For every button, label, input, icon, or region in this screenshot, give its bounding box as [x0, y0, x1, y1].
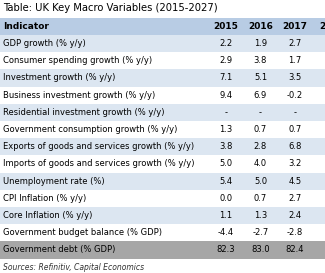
Bar — [0, 87, 325, 104]
Text: -2.7: -2.7 — [252, 228, 268, 237]
Text: 0.7: 0.7 — [254, 125, 267, 134]
Text: 4.5: 4.5 — [288, 177, 301, 186]
Text: Core Inflation (% y/y): Core Inflation (% y/y) — [3, 211, 92, 220]
Text: Indicator: Indicator — [3, 22, 49, 31]
Bar — [0, 173, 325, 190]
Text: Unemployment rate (%): Unemployment rate (%) — [3, 177, 104, 186]
Text: CPI Inflation (% y/y): CPI Inflation (% y/y) — [3, 194, 86, 203]
Text: 3.5: 3.5 — [288, 73, 302, 82]
Text: Imports of goods and services growth (% y/y): Imports of goods and services growth (% … — [3, 159, 194, 168]
Bar — [0, 104, 325, 121]
Text: -4.4: -4.4 — [218, 228, 234, 237]
Text: 2.7: 2.7 — [288, 194, 302, 203]
Text: 3.2: 3.2 — [288, 159, 302, 168]
Text: -2.8: -2.8 — [287, 228, 303, 237]
Text: 0.7: 0.7 — [254, 194, 267, 203]
Text: Government budget balance (% GDP): Government budget balance (% GDP) — [3, 228, 162, 237]
Text: -: - — [259, 108, 262, 117]
Text: 6.8: 6.8 — [288, 142, 302, 151]
Text: 5.1: 5.1 — [254, 73, 267, 82]
Text: 2.8: 2.8 — [254, 142, 267, 151]
Bar — [0, 155, 325, 173]
Text: 2.2: 2.2 — [219, 39, 233, 48]
Text: 7.1: 7.1 — [219, 73, 233, 82]
Text: Consumer spending growth (% y/y): Consumer spending growth (% y/y) — [3, 56, 152, 65]
Bar — [0, 190, 325, 207]
Text: 5.4: 5.4 — [219, 177, 233, 186]
Text: 5.0: 5.0 — [219, 159, 233, 168]
Bar — [0, 224, 325, 241]
Bar — [0, 207, 325, 224]
Text: 3.8: 3.8 — [219, 142, 233, 151]
Text: 2.7: 2.7 — [288, 39, 302, 48]
Text: -0.2: -0.2 — [287, 91, 303, 100]
Text: 83.0: 83.0 — [251, 245, 270, 254]
Text: Government consumption growth (% y/y): Government consumption growth (% y/y) — [3, 125, 177, 134]
Bar — [0, 138, 325, 155]
Text: 2016: 2016 — [248, 22, 273, 31]
Text: 9.4: 9.4 — [219, 91, 233, 100]
Text: 2017: 2017 — [282, 22, 307, 31]
Text: 6.9: 6.9 — [254, 91, 267, 100]
Text: 2015: 2015 — [214, 22, 239, 31]
Text: GDP growth (% y/y): GDP growth (% y/y) — [3, 39, 85, 48]
Text: Exports of goods and services growth (% y/y): Exports of goods and services growth (% … — [3, 142, 194, 151]
Text: -: - — [225, 108, 228, 117]
Text: 3.8: 3.8 — [254, 56, 267, 65]
Text: Residential investment growth (% y/y): Residential investment growth (% y/y) — [3, 108, 164, 117]
Text: 1.9: 1.9 — [254, 39, 267, 48]
Text: 1.1: 1.1 — [219, 211, 233, 220]
Text: Sources: Refinitiv, Capital Economics: Sources: Refinitiv, Capital Economics — [3, 263, 144, 272]
Bar — [0, 241, 325, 259]
Text: 82.4: 82.4 — [286, 245, 304, 254]
Text: 1.3: 1.3 — [254, 211, 267, 220]
Text: Government debt (% GDP): Government debt (% GDP) — [3, 245, 115, 254]
Text: 4.0: 4.0 — [254, 159, 267, 168]
Text: Investment growth (% y/y): Investment growth (% y/y) — [3, 73, 115, 82]
Bar — [0, 69, 325, 87]
Bar — [0, 18, 325, 35]
Bar — [0, 52, 325, 69]
Text: 1.3: 1.3 — [219, 125, 233, 134]
Text: Business investment growth (% y/y): Business investment growth (% y/y) — [3, 91, 155, 100]
Text: 0.7: 0.7 — [288, 125, 302, 134]
Bar — [0, 121, 325, 138]
Text: 2.9: 2.9 — [219, 56, 233, 65]
Text: 1.7: 1.7 — [288, 56, 302, 65]
Text: 82.3: 82.3 — [217, 245, 235, 254]
Bar — [0, 35, 325, 52]
Text: -: - — [293, 108, 296, 117]
Text: 0.0: 0.0 — [219, 194, 233, 203]
Text: 2.4: 2.4 — [288, 211, 301, 220]
Text: 5.0: 5.0 — [254, 177, 267, 186]
Text: Table: UK Key Macro Variables (2015-2027): Table: UK Key Macro Variables (2015-2027… — [3, 3, 218, 13]
Text: 2018: 2018 — [319, 22, 325, 31]
